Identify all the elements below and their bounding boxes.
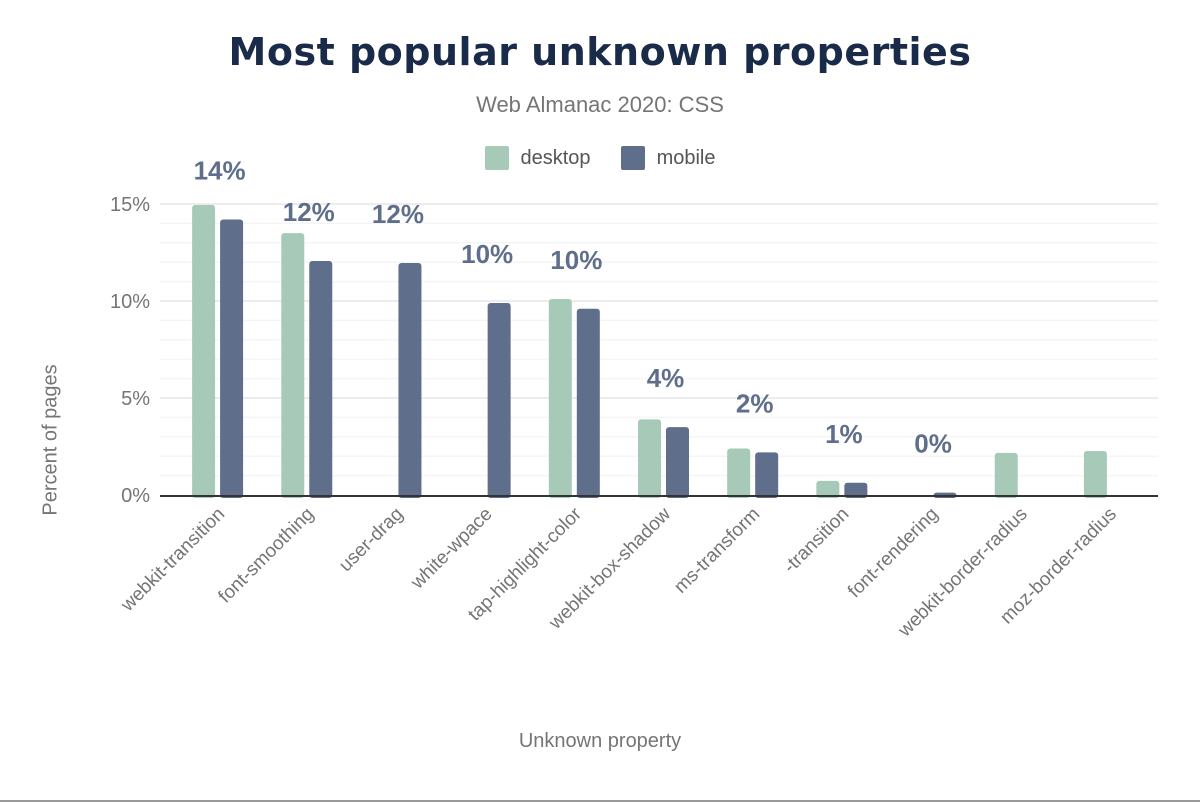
bar-mobile <box>220 219 244 498</box>
data-label: 10% <box>461 239 513 269</box>
bar-mobile <box>398 262 422 498</box>
bar-desktop <box>281 233 305 498</box>
bar-desktop <box>638 419 661 498</box>
bar-desktop <box>192 204 216 498</box>
frame-bottom-border <box>0 800 1200 802</box>
bar-desktop <box>994 452 1018 498</box>
legend-item-mobile[interactable]: mobile <box>620 146 716 170</box>
data-label: 2% <box>736 388 774 418</box>
legend-label-mobile: mobile <box>656 146 716 169</box>
x-axis-label: Unknown property <box>518 730 682 752</box>
legend-swatch-desktop <box>484 146 509 170</box>
bar-desktop <box>816 480 840 498</box>
x-tick-label: user-drag <box>335 504 407 576</box>
data-label: 0% <box>914 429 952 459</box>
data-label: 4% <box>647 363 685 393</box>
chart-subtitle: Web Almanac 2020: CSS <box>476 92 724 117</box>
x-tick-label: font-rendering <box>844 504 942 602</box>
bar-desktop <box>548 299 572 498</box>
y-tick-label: 15% <box>110 194 150 216</box>
x-tick-label: webkit-transition <box>116 504 229 617</box>
data-label: 14% <box>194 156 246 186</box>
bar-mobile <box>666 427 689 498</box>
legend-swatch-mobile <box>620 146 645 170</box>
bar-mobile <box>844 482 868 498</box>
bar-mobile <box>309 261 333 498</box>
data-label: 1% <box>825 419 863 449</box>
y-tick-label: 0% <box>121 485 150 507</box>
legend-item-desktop[interactable]: desktop <box>484 146 591 170</box>
legend: desktop mobile <box>0 146 1200 170</box>
y-tick-label: 5% <box>121 388 150 410</box>
data-label: 12% <box>283 197 335 227</box>
x-tick-label: white-wpace <box>406 504 496 594</box>
bar-mobile <box>755 452 779 498</box>
legend-label-desktop: desktop <box>520 146 591 169</box>
data-label: 12% <box>372 199 424 229</box>
x-tick-label: ms-transform <box>670 504 764 598</box>
bar-mobile <box>487 302 511 498</box>
y-tick-label: 10% <box>110 291 150 313</box>
chart-title: Most popular unknown properties <box>228 30 972 74</box>
x-tick-label: font-smoothing <box>215 504 319 608</box>
x-tick-label: -transition <box>780 504 854 578</box>
bar-desktop <box>1083 450 1107 498</box>
bar-desktop <box>727 448 751 498</box>
data-label: 10% <box>550 245 602 275</box>
bar-mobile <box>576 308 600 498</box>
